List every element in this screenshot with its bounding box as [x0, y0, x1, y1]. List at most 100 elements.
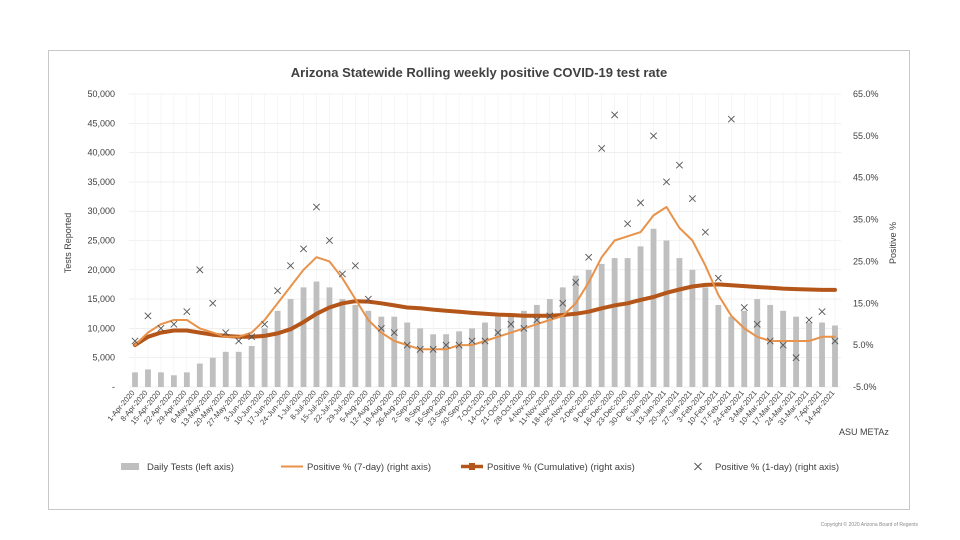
one-day-marker	[325, 236, 333, 245]
daily-tests-bar	[520, 310, 527, 387]
marker-stroke	[351, 262, 359, 270]
marker-stroke	[572, 278, 580, 286]
daily-tests-bar	[572, 275, 579, 387]
daily-tests-bar	[313, 281, 320, 387]
daily-tests-bar	[456, 331, 462, 387]
one-day-marker	[727, 115, 735, 123]
marker-stroke	[662, 178, 670, 186]
one-day-marker	[157, 324, 165, 332]
daily-tests-bar	[443, 334, 450, 387]
one-day-marker	[585, 253, 593, 261]
one-day-marker	[714, 274, 722, 282]
marker-stroke	[312, 203, 320, 211]
marker-stroke	[261, 320, 269, 328]
marker-stroke	[222, 329, 230, 337]
one-day-marker	[598, 144, 606, 152]
marker-stroke	[429, 345, 437, 353]
marker-stroke	[287, 262, 295, 270]
daily-tests-bar	[261, 328, 268, 387]
one-day-marker	[351, 262, 359, 270]
daily-tests-bar	[767, 304, 774, 387]
one-day-marker	[533, 316, 541, 324]
daily-tests-bar	[209, 357, 216, 387]
one-day-markers	[131, 111, 839, 362]
chart-frame: Arizona Statewide Rolling weekly positiv…	[48, 50, 910, 510]
one-day-marker	[650, 132, 658, 140]
marker-stroke	[235, 337, 243, 345]
one-day-marker	[442, 341, 450, 349]
one-day-marker	[364, 295, 372, 303]
daily-tests-bar	[222, 351, 229, 387]
y-axis-right-ticks: -5.0% 5.0% 15.0% 25.0% 35.0% 45.0% 55.0% 65.0%	[853, 89, 879, 392]
one-day-marker	[805, 316, 813, 324]
marker-stroke	[533, 316, 541, 324]
y-right-tick-label: -5.0%	[853, 382, 877, 392]
y-left-tick-label: 30,000	[87, 206, 115, 216]
daily-tests-bar	[806, 322, 812, 387]
one-day-marker	[637, 199, 645, 207]
one-day-marker	[248, 333, 256, 341]
daily-tests-bar	[715, 304, 722, 387]
marker-stroke	[818, 308, 826, 316]
daily-tests-bar	[145, 369, 151, 387]
one-day-marker	[559, 299, 567, 307]
legend-label: Daily Tests (left axis)	[147, 462, 234, 473]
one-day-marker	[662, 178, 670, 186]
legend-swatch-bar	[121, 463, 139, 470]
one-day-marker	[416, 345, 424, 353]
one-day-marker	[494, 329, 502, 337]
one-day-marker	[338, 270, 346, 278]
legend-item: Positive % (Cumulative) (right axis)	[461, 462, 635, 473]
y-left-tick-label: 50,000	[87, 89, 115, 99]
copyright-notice: Copyright © 2020 Arizona Board of Regent…	[820, 522, 918, 528]
legend: Daily Tests (left axis) Positive % (7-day…	[121, 462, 839, 473]
daily-tests-bar	[663, 240, 670, 387]
daily-tests-bar	[624, 258, 631, 387]
marker-stroke	[792, 354, 800, 362]
marker-stroke	[611, 111, 619, 119]
one-day-marker	[403, 341, 411, 349]
chart-svg: Arizona Statewide Rolling weekly positiv…	[63, 65, 898, 473]
marker-stroke	[274, 287, 282, 295]
y-axis-left-ticks: - 5,000 10,000 15,000 20,000 25,000 30,000 35,0…	[87, 89, 115, 392]
daily-tests-bar	[598, 263, 605, 387]
marker-stroke	[442, 341, 450, 349]
y-right-tick-label: 15.0%	[853, 298, 879, 308]
daily-tests-bar	[417, 328, 424, 387]
one-day-marker	[831, 337, 839, 345]
legend-label: Positive % (7-day) (right axis)	[307, 462, 431, 473]
marker-stroke	[170, 320, 178, 328]
daily-tests-bar	[339, 299, 346, 387]
marker-stroke	[559, 299, 567, 307]
legend-item: Positive % (7-day) (right axis)	[281, 462, 431, 473]
y-axis-left-label: Tests Reported	[63, 213, 73, 274]
marker-stroke	[455, 341, 463, 349]
one-day-marker	[300, 245, 308, 253]
one-day-marker	[261, 320, 269, 328]
y-left-tick-label: 20,000	[87, 265, 115, 275]
daily-tests-bar	[676, 258, 683, 387]
daily-tests-bar	[196, 363, 203, 387]
one-day-marker	[740, 303, 748, 311]
daily-tests-bar	[352, 304, 359, 387]
marker-stroke	[131, 337, 139, 345]
marker-stroke	[637, 199, 645, 207]
one-day-marker	[287, 262, 295, 270]
daily-tests-bar	[702, 287, 709, 387]
one-day-marker	[481, 337, 489, 345]
marker-stroke	[779, 341, 787, 349]
daily-tests-bar	[469, 328, 475, 387]
source-label: ASU METAz	[839, 427, 889, 437]
marker-stroke	[144, 312, 152, 320]
daily-tests-bar	[611, 258, 618, 387]
one-day-marker	[792, 354, 800, 362]
daily-tests-bar	[728, 316, 735, 387]
marker-stroke	[157, 324, 165, 332]
daily-tests-bar	[546, 299, 553, 387]
one-day-marker	[144, 312, 152, 320]
legend-label: Positive % (1-day) (right axis)	[715, 462, 839, 473]
marker-stroke	[650, 132, 658, 140]
marker-stroke	[624, 220, 632, 228]
daily-tests-bar	[533, 304, 540, 387]
daily-tests-bar	[482, 322, 488, 387]
